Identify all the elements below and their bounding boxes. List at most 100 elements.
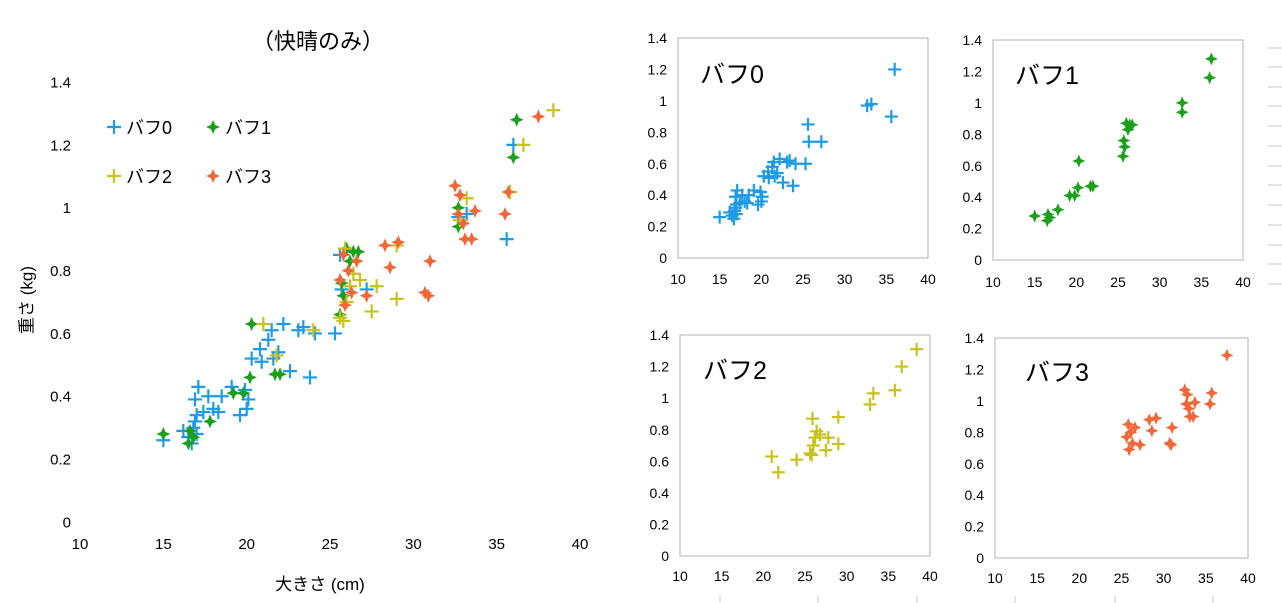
x-tick-label: 35 — [1194, 274, 1210, 290]
y-tick-label: 0.6 — [648, 156, 668, 172]
data-point — [303, 370, 317, 385]
data-point — [740, 196, 754, 210]
data-point — [813, 427, 827, 441]
y-tick-label: 0.8 — [963, 126, 983, 142]
data-point — [783, 154, 797, 168]
data-point — [776, 176, 790, 190]
data-point — [805, 448, 819, 462]
data-point — [1125, 436, 1139, 450]
data-point — [499, 232, 514, 247]
x-tick-label: 20 — [1072, 570, 1088, 586]
data-point — [506, 150, 521, 165]
x-tick-label: 30 — [837, 271, 853, 287]
plot-area-frame — [992, 39, 1244, 261]
legend-item-buff2: バフ2 — [107, 167, 172, 187]
x-tick-label: 10 — [672, 568, 688, 584]
data-point — [344, 285, 359, 300]
data-point — [888, 62, 902, 76]
legend-marker-slot — [107, 169, 121, 183]
data-point — [1122, 443, 1136, 457]
x-tick-label: 40 — [572, 536, 589, 553]
data-point — [201, 389, 216, 404]
y-tick-label: 1.2 — [648, 61, 668, 77]
data-point — [1072, 154, 1086, 168]
data-point — [895, 360, 909, 374]
data-point — [1204, 52, 1218, 66]
data-point — [341, 263, 356, 278]
data-point — [1125, 118, 1139, 132]
series-3-points — [333, 109, 546, 313]
data-point — [1133, 438, 1147, 452]
data-point — [334, 276, 349, 291]
data-point — [1203, 71, 1217, 85]
data-point — [821, 431, 835, 445]
data-point — [453, 188, 467, 203]
data-point — [1043, 211, 1057, 225]
data-point — [509, 112, 524, 127]
y-tick-label: 1.2 — [650, 359, 670, 375]
y-tick-label: 1.4 — [648, 30, 668, 46]
data-point — [786, 179, 800, 193]
data-point — [188, 414, 202, 429]
data-point — [516, 137, 531, 152]
x-tick-label: 25 — [795, 271, 811, 287]
y-tick-label: 1.2 — [963, 63, 983, 79]
x-tick-label: 35 — [1198, 570, 1214, 586]
data-point — [196, 405, 211, 419]
data-point — [448, 178, 462, 193]
data-point — [271, 345, 286, 360]
data-point — [806, 412, 819, 426]
legend-item-buff3: バフ3 — [206, 167, 271, 187]
data-point — [353, 273, 367, 287]
y-tick-label: 0 — [659, 250, 667, 266]
data-point — [211, 405, 226, 419]
panel-label: バフ2 — [703, 357, 767, 385]
data-point — [186, 430, 201, 445]
data-point — [799, 157, 812, 171]
data-point — [214, 389, 229, 404]
buff0-scatter-panel: バフ0 0 0.2 0.4 0.6 0.8 1 1.2 1.4 10 15 20 25 30 35 40 — [648, 30, 936, 287]
data-point — [771, 465, 785, 479]
data-point — [1040, 214, 1054, 228]
legend-label: バフ2 — [126, 167, 172, 187]
data-point — [802, 135, 816, 149]
data-point — [1142, 413, 1156, 427]
x-tick-label: 25 — [1114, 570, 1130, 586]
data-point — [333, 273, 347, 287]
data-point — [501, 185, 516, 199]
data-point — [910, 342, 924, 356]
data-point — [1124, 425, 1138, 439]
data-point — [1028, 209, 1042, 223]
data-point — [1128, 421, 1142, 435]
data-point — [244, 317, 259, 331]
data-point — [468, 203, 482, 218]
data-point — [391, 235, 406, 250]
data-point — [156, 427, 171, 441]
y-tick-label: 1.4 — [50, 74, 71, 91]
y-tick-label: 1 — [976, 393, 984, 409]
data-point — [1175, 105, 1189, 119]
y-tick-label: 0.8 — [50, 263, 71, 280]
data-point — [451, 207, 466, 221]
data-point — [831, 410, 845, 424]
legend-marker-slot — [206, 120, 220, 134]
data-point — [364, 304, 379, 319]
legend-marker-slot — [206, 169, 220, 183]
data-point — [296, 320, 311, 335]
panel-label: バフ1 — [1015, 62, 1079, 90]
data-point — [459, 191, 474, 206]
y-tick-label: 1.2 — [50, 137, 71, 154]
sheet-gridline-fragments — [719, 47, 1282, 603]
data-point — [1182, 402, 1196, 416]
data-point — [790, 453, 804, 467]
data-point — [359, 288, 374, 303]
data-point — [418, 285, 432, 300]
data-point — [336, 288, 351, 303]
x-tick-label: 40 — [1240, 570, 1256, 586]
x-tick-label: 30 — [839, 568, 855, 584]
data-point — [755, 190, 769, 204]
series-0-points — [1120, 348, 1234, 457]
x-tick-label: 35 — [881, 568, 897, 584]
x-tick-label: 20 — [1069, 274, 1085, 290]
